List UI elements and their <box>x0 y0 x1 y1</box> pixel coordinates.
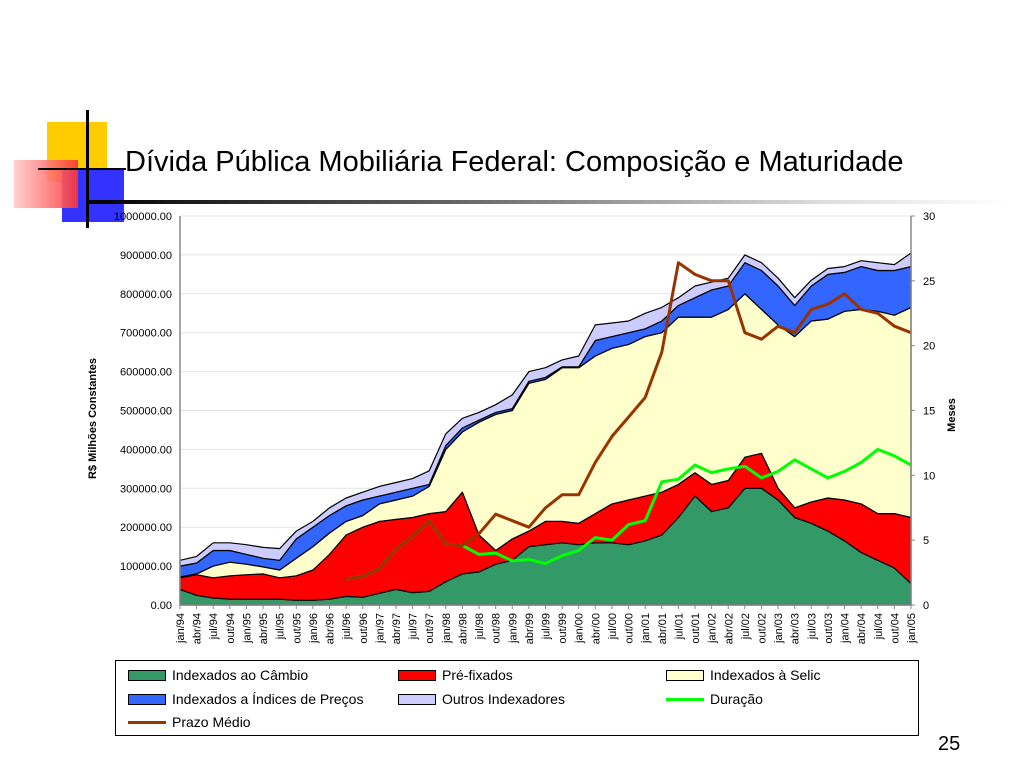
x-tick-label: jul/00 <box>607 613 619 640</box>
x-tick-label: jul/97 <box>408 613 420 640</box>
chart-legend: Indexados ao Câmbio Pré-fixados Indexado… <box>115 660 919 736</box>
x-tick-label: jan/96 <box>308 613 320 644</box>
y-tick-label: 600000.00 <box>120 367 172 379</box>
x-tick-label: jul/96 <box>341 613 353 640</box>
y-tick-label: 700000.00 <box>120 328 172 340</box>
y-tick-label: 500000.00 <box>120 406 172 418</box>
x-tick-label: jul/02 <box>740 613 752 640</box>
x-tick-label: out/95 <box>291 613 303 644</box>
y-tick-label: 300000.00 <box>120 483 172 495</box>
x-tick-label: jan/02 <box>707 613 719 644</box>
legend-line <box>128 720 166 724</box>
x-tick-label: jul/95 <box>275 613 287 640</box>
legend-item-cambio: Indexados ao Câmbio <box>128 667 308 683</box>
x-tick-label: out/01 <box>690 613 702 644</box>
title-underline <box>88 200 1008 204</box>
y-tick-label: 800000.00 <box>120 289 172 301</box>
y-tick-label: 100000.00 <box>120 561 172 573</box>
x-tick-label: jul/94 <box>208 613 220 640</box>
legend-label: Indexados à Selic <box>710 667 821 683</box>
page-number: 25 <box>938 733 961 755</box>
x-tick-label: jan/95 <box>241 613 253 644</box>
x-tick-label: abr/02 <box>723 613 735 644</box>
y-tick-label: 0.00 <box>151 600 172 612</box>
x-tick-label: jul/98 <box>474 613 486 640</box>
y2-tick-label: 15 <box>923 406 935 418</box>
legend-item-prazo-medio: Prazo Médio <box>128 714 251 730</box>
legend-item-outros: Outros Indexadores <box>398 691 565 707</box>
y-axis-title: R$ Milhões Constantes <box>87 358 99 479</box>
x-tick-label: abr/01 <box>657 613 669 644</box>
x-tick-label: jan/04 <box>840 613 852 644</box>
x-tick-label: abr/95 <box>258 613 270 644</box>
y2-tick-label: 10 <box>923 470 935 482</box>
legend-label: Pré-fixados <box>442 667 513 683</box>
legend-label: Indexados ao Câmbio <box>172 667 309 683</box>
x-tick-label: out/94 <box>225 613 237 644</box>
x-tick-label: abr/97 <box>391 613 403 644</box>
x-tick-label: jul/01 <box>673 613 685 640</box>
y-tick-label: 1000000.00 <box>114 211 172 223</box>
y2-axis-title: Meses <box>946 398 958 432</box>
slide-title: Dívida Pública Mobiliária Federal: Compo… <box>125 146 904 178</box>
legend-item-selic: Indexados à Selic <box>666 667 821 683</box>
x-tick-label: abr/94 <box>192 613 204 644</box>
x-tick-label: abr/99 <box>524 613 536 644</box>
legend-item-precos: Indexados a Índices de Preços <box>128 691 363 707</box>
legend-label: Outros Indexadores <box>442 691 565 707</box>
legend-item-prefixados: Pré-fixados <box>398 667 513 683</box>
y2-tick-label: 25 <box>923 276 935 288</box>
x-tick-label: jan/00 <box>574 613 586 644</box>
legend-swatch <box>128 693 166 705</box>
legend-swatch <box>666 669 704 681</box>
legend-item-duracao: Duração <box>666 691 763 707</box>
x-tick-label: abr/04 <box>856 613 868 644</box>
legend-label: Prazo Médio <box>172 714 251 730</box>
x-tick-label: jan/03 <box>773 613 785 644</box>
x-tick-label: abr/98 <box>457 613 469 644</box>
y2-tick-label: 20 <box>923 341 935 353</box>
x-tick-label: out/98 <box>491 613 503 644</box>
legend-swatch <box>398 693 436 705</box>
y-tick-label: 200000.00 <box>120 522 172 534</box>
x-tick-label: abr/00 <box>590 613 602 644</box>
legend-label: Indexados a Índices de Preços <box>172 691 364 707</box>
y2-tick-label: 5 <box>923 535 929 547</box>
legend-label: Duração <box>710 691 763 707</box>
y-tick-label: 400000.00 <box>120 444 172 456</box>
x-tick-label: jan/01 <box>640 613 652 644</box>
x-tick-label: jan/94 <box>175 613 187 644</box>
x-tick-label: out/97 <box>424 613 436 644</box>
x-tick-label: out/02 <box>756 613 768 644</box>
legend-swatch <box>398 669 436 681</box>
legend-line <box>666 697 704 701</box>
y-tick-label: 900000.00 <box>120 250 172 262</box>
x-tick-label: out/03 <box>823 613 835 644</box>
x-tick-label: jan/99 <box>507 613 519 644</box>
x-tick-label: jul/99 <box>541 613 553 640</box>
x-tick-label: abr/96 <box>325 613 337 644</box>
y2-tick-label: 0 <box>923 600 929 612</box>
x-tick-label: jul/04 <box>873 613 885 640</box>
y2-tick-label: 30 <box>923 211 935 223</box>
line-series-prazo-medio <box>345 261 912 581</box>
x-tick-label: out/04 <box>889 613 901 644</box>
x-tick-label: out/00 <box>624 613 636 644</box>
x-tick-label: jul/03 <box>806 613 818 640</box>
legend-swatch <box>128 669 166 681</box>
x-tick-label: jan/97 <box>374 613 386 644</box>
x-tick-label: out/96 <box>358 613 370 644</box>
x-tick-label: abr/03 <box>790 613 802 644</box>
x-tick-label: jan/05 <box>906 613 918 644</box>
x-tick-label: jan/98 <box>441 613 453 644</box>
x-tick-label: out/99 <box>557 613 569 644</box>
decor-horizontal-line <box>38 168 126 170</box>
